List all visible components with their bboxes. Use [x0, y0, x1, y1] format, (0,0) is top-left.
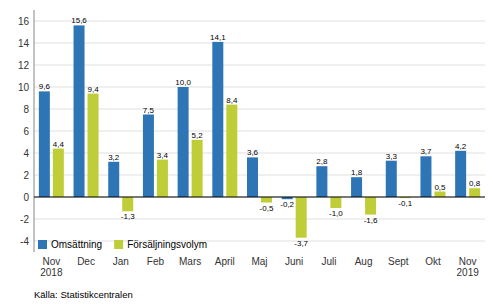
bar [226, 105, 237, 197]
grid-line [34, 109, 485, 110]
bar [351, 177, 362, 197]
bar [157, 160, 168, 197]
bar [420, 156, 431, 197]
x-tick-label: Okt [425, 256, 441, 267]
y-tick-label: 4 [23, 148, 29, 159]
data-label: 3,3 [386, 152, 398, 161]
legend-item: Omsättning [38, 239, 102, 250]
source: Källa: Statistikcentralen [34, 289, 133, 300]
y-tick-label: 10 [18, 82, 30, 93]
data-label: 3,7 [420, 147, 432, 156]
data-label: 3,2 [108, 153, 120, 162]
bars [39, 25, 480, 237]
y-tick-label: 6 [23, 126, 29, 137]
grid-line [34, 43, 485, 44]
grid-line [34, 65, 485, 66]
y-tick-label: 8 [23, 104, 29, 115]
bar [469, 188, 480, 197]
data-label: -1,0 [329, 209, 343, 218]
data-label: -0,5 [260, 204, 274, 213]
y-tick-label: -4 [20, 236, 29, 247]
y-tick-label: 0 [23, 192, 29, 203]
chart: -4 -2 0 2 4 6 8 10 12 14 16 9,6 15,6 3,2 7,5 10,0 14,1 3,… [0, 0, 493, 304]
bar [212, 42, 223, 197]
bar [247, 157, 258, 197]
data-label: 0,8 [469, 179, 481, 188]
data-label: -0,2 [280, 200, 294, 209]
zero-line [34, 197, 485, 198]
data-label: 5,2 [192, 131, 204, 140]
x-tick-label: Mars [179, 256, 201, 267]
data-label: 3,6 [247, 148, 259, 157]
y-tick-label: 2 [23, 170, 29, 181]
bar [88, 94, 99, 197]
data-label: -0,1 [398, 199, 412, 208]
y-axis-line [34, 10, 35, 252]
bar [108, 162, 119, 197]
data-label: 14,1 [210, 33, 226, 42]
bar [296, 197, 307, 238]
grid-line [34, 131, 485, 132]
data-label: 3,4 [157, 151, 169, 160]
y-tick-label: 14 [18, 38, 30, 49]
data-label: -1,3 [121, 212, 135, 221]
bar [330, 197, 341, 208]
x-tick-label: Juli [321, 256, 336, 267]
data-label: 7,5 [143, 106, 155, 115]
legend-item: Försäljningsvolym [114, 239, 207, 250]
bar [39, 91, 50, 197]
x-tick-label: Sept [388, 256, 409, 267]
bar [365, 197, 376, 215]
data-label: 9,6 [39, 82, 51, 91]
bar [434, 192, 445, 198]
x-tick-label: Feb [147, 256, 165, 267]
grid-line [34, 87, 485, 88]
x-tick-label: Aug [355, 256, 373, 267]
x-tick-label: Jan [113, 256, 129, 267]
bar [53, 149, 64, 197]
legend: Omsättning Försäljningsvolym [38, 239, 207, 250]
grid-line [34, 197, 485, 198]
bar [455, 151, 466, 197]
bar [143, 115, 154, 198]
data-label: -3,7 [294, 239, 308, 248]
grid-line [34, 219, 485, 220]
data-label: 10,0 [175, 78, 191, 87]
y-tick-label: 16 [18, 16, 30, 27]
data-label: -1,6 [364, 216, 378, 225]
bar [74, 25, 85, 197]
data-label: 0,5 [434, 183, 446, 192]
legend-swatch [38, 240, 47, 249]
grid-line [34, 175, 485, 176]
data-label: 2,8 [316, 157, 328, 166]
data-label: 15,6 [71, 16, 87, 25]
grid [34, 21, 485, 241]
grid-line [34, 153, 485, 154]
data-label: 4,2 [455, 142, 467, 151]
data-label: 9,4 [87, 85, 99, 94]
data-label: 1,8 [351, 168, 363, 177]
bar [122, 197, 133, 211]
x-tick-label: Nov2019 [457, 256, 480, 278]
bar [386, 161, 397, 197]
bar [192, 140, 203, 197]
bar [178, 87, 189, 197]
x-tick-label: Nov2018 [40, 256, 63, 278]
bar [261, 197, 272, 203]
y-tick-label: -2 [20, 214, 29, 225]
legend-swatch [114, 240, 123, 249]
legend-label: Omsättning [51, 239, 102, 250]
data-label: 8,4 [226, 96, 238, 105]
bar [316, 166, 327, 197]
x-tick-label: Maj [251, 256, 267, 267]
legend-label: Försäljningsvolym [127, 239, 207, 250]
grid-line [34, 21, 485, 22]
x-tick-label: Juni [285, 256, 303, 267]
x-tick-label: Dec [77, 256, 95, 267]
data-label: 4,4 [53, 140, 65, 149]
x-tick-label: April [215, 256, 235, 267]
y-tick-label: 12 [18, 60, 30, 71]
